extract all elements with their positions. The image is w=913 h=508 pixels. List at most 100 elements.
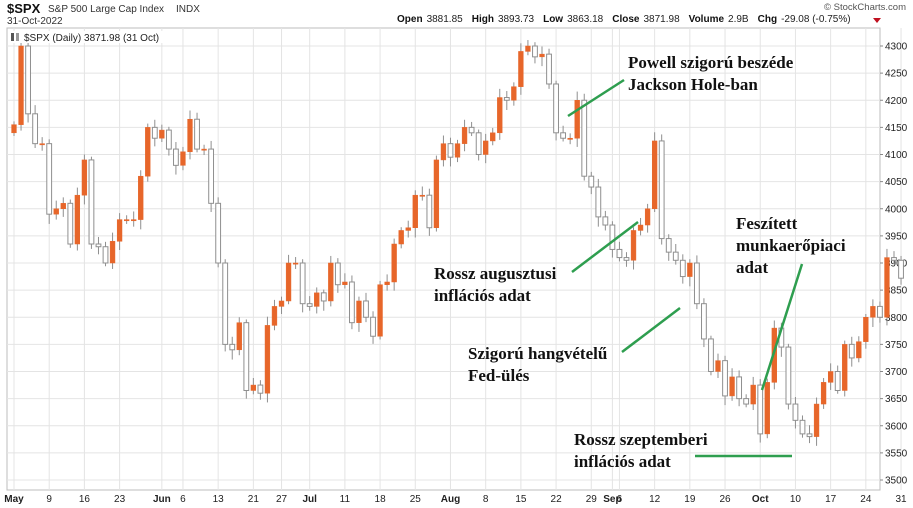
- candle-up: [539, 53, 545, 58]
- fed-pointer: [621, 307, 681, 353]
- candle-down: [877, 305, 883, 318]
- stat-label-chg: Chg: [758, 14, 777, 25]
- y-tick-label: 4250: [885, 69, 908, 80]
- candle-down: [370, 316, 376, 337]
- candle-up: [180, 151, 186, 166]
- candle-down: [67, 202, 74, 245]
- y-tick-label: 4050: [885, 177, 908, 188]
- x-tick-label: 24: [860, 494, 872, 505]
- candle-down: [658, 140, 665, 240]
- candle-up: [764, 382, 770, 435]
- candle-up: [863, 317, 869, 342]
- x-tick-label: 16: [79, 494, 91, 505]
- x-tick-label: 21: [248, 494, 260, 505]
- plot-frame: [6, 27, 881, 491]
- candle-down: [173, 148, 179, 166]
- candle-up: [567, 137, 573, 140]
- candle-down: [102, 246, 109, 264]
- labor-pointer: [760, 263, 804, 391]
- candle-up: [18, 45, 24, 125]
- y-tick-label: 3750: [885, 340, 908, 351]
- candle-up: [74, 194, 81, 245]
- stat-value-low: 3863.18: [567, 14, 604, 25]
- y-tick-label: 3550: [885, 448, 908, 459]
- x-tick-label: 8: [483, 494, 489, 505]
- x-tick-label: Jul: [302, 494, 317, 505]
- fed-annotation-line2: Fed-ülés: [468, 366, 530, 385]
- candle-down: [151, 126, 158, 139]
- candle-down: [468, 126, 475, 134]
- x-tick-label: 13: [213, 494, 225, 505]
- candle-down: [426, 194, 433, 229]
- candle-down: [665, 238, 672, 253]
- candle-up: [187, 118, 193, 153]
- x-tick-label: 17: [825, 494, 837, 505]
- x-tick-label: 26: [719, 494, 731, 505]
- candle-up: [250, 384, 257, 391]
- candle-down: [165, 129, 172, 150]
- y-tick-label: 3650: [885, 394, 908, 405]
- candle-up: [870, 306, 876, 318]
- candle-down: [736, 376, 743, 400]
- x-tick-label: 12: [649, 494, 661, 505]
- candle-down: [215, 202, 222, 264]
- candle-up: [644, 208, 651, 226]
- x-tick-label: 18: [375, 494, 387, 505]
- candle-up: [525, 45, 531, 52]
- stat-label-close: Close: [612, 14, 640, 25]
- y-tick-label: 4300: [885, 42, 908, 53]
- candle-up: [159, 129, 165, 139]
- candle-down: [898, 259, 904, 279]
- stat-label-open: Open: [397, 14, 423, 25]
- candle-down: [349, 281, 355, 324]
- x-tick-label: 6: [180, 494, 186, 505]
- candle-down: [679, 259, 686, 278]
- candle-down: [32, 113, 39, 145]
- candle-up: [138, 175, 144, 220]
- candle-up: [145, 127, 151, 177]
- x-tick-label: May: [4, 494, 24, 505]
- candle-up: [433, 159, 440, 228]
- chart-legend: $SPX (Daily) 3871.98 (31 Oct): [9, 31, 177, 44]
- x-tick-label: 19: [684, 494, 696, 505]
- candle-up: [398, 230, 404, 245]
- candle-up: [271, 306, 278, 326]
- x-tick-label: 22: [551, 494, 563, 505]
- candle-up: [483, 140, 489, 155]
- x-tick-label: 9: [46, 494, 52, 505]
- candle-up: [39, 143, 45, 146]
- candle-up: [278, 300, 285, 307]
- fed-annotation-line1: Szigorú hangvételű: [468, 344, 607, 363]
- candle-down: [560, 132, 567, 139]
- candle-up: [687, 262, 693, 277]
- candle-down: [475, 132, 482, 156]
- y-tick-label: 4200: [885, 96, 908, 107]
- stat-label-volume: Volume: [689, 14, 725, 25]
- y-tick-label: 3950: [885, 231, 908, 242]
- candle-down: [806, 433, 813, 438]
- x-tick-label: 23: [114, 494, 126, 505]
- candle-up: [461, 127, 468, 144]
- candle-up: [292, 262, 299, 265]
- candle-up: [116, 219, 123, 242]
- y-tick-label: 3850: [885, 286, 908, 297]
- candle-down: [95, 243, 102, 248]
- x-tick-label: Sep: [603, 494, 621, 505]
- y-tick-label: 3900: [885, 259, 908, 270]
- x-tick-label: 31: [895, 494, 907, 505]
- x-tick-label: 11: [340, 494, 351, 505]
- stat-value-close: 3871.98: [643, 14, 680, 25]
- candle-up: [440, 143, 447, 161]
- candle-down: [708, 338, 714, 373]
- symbol-label: $SPX: [7, 1, 41, 16]
- candle-down: [792, 403, 799, 421]
- index-name: S&P 500 Large Cap Index: [48, 4, 164, 15]
- candle-up: [405, 227, 411, 231]
- y-tick-label: 3500: [885, 476, 908, 487]
- credit-label: © StockCharts.com: [824, 2, 906, 13]
- x-tick-label: 27: [276, 494, 288, 505]
- legend-background: [9, 31, 177, 43]
- aug-cpi-pointer: [571, 221, 639, 273]
- candle-up: [264, 325, 271, 394]
- candle-down: [447, 143, 454, 158]
